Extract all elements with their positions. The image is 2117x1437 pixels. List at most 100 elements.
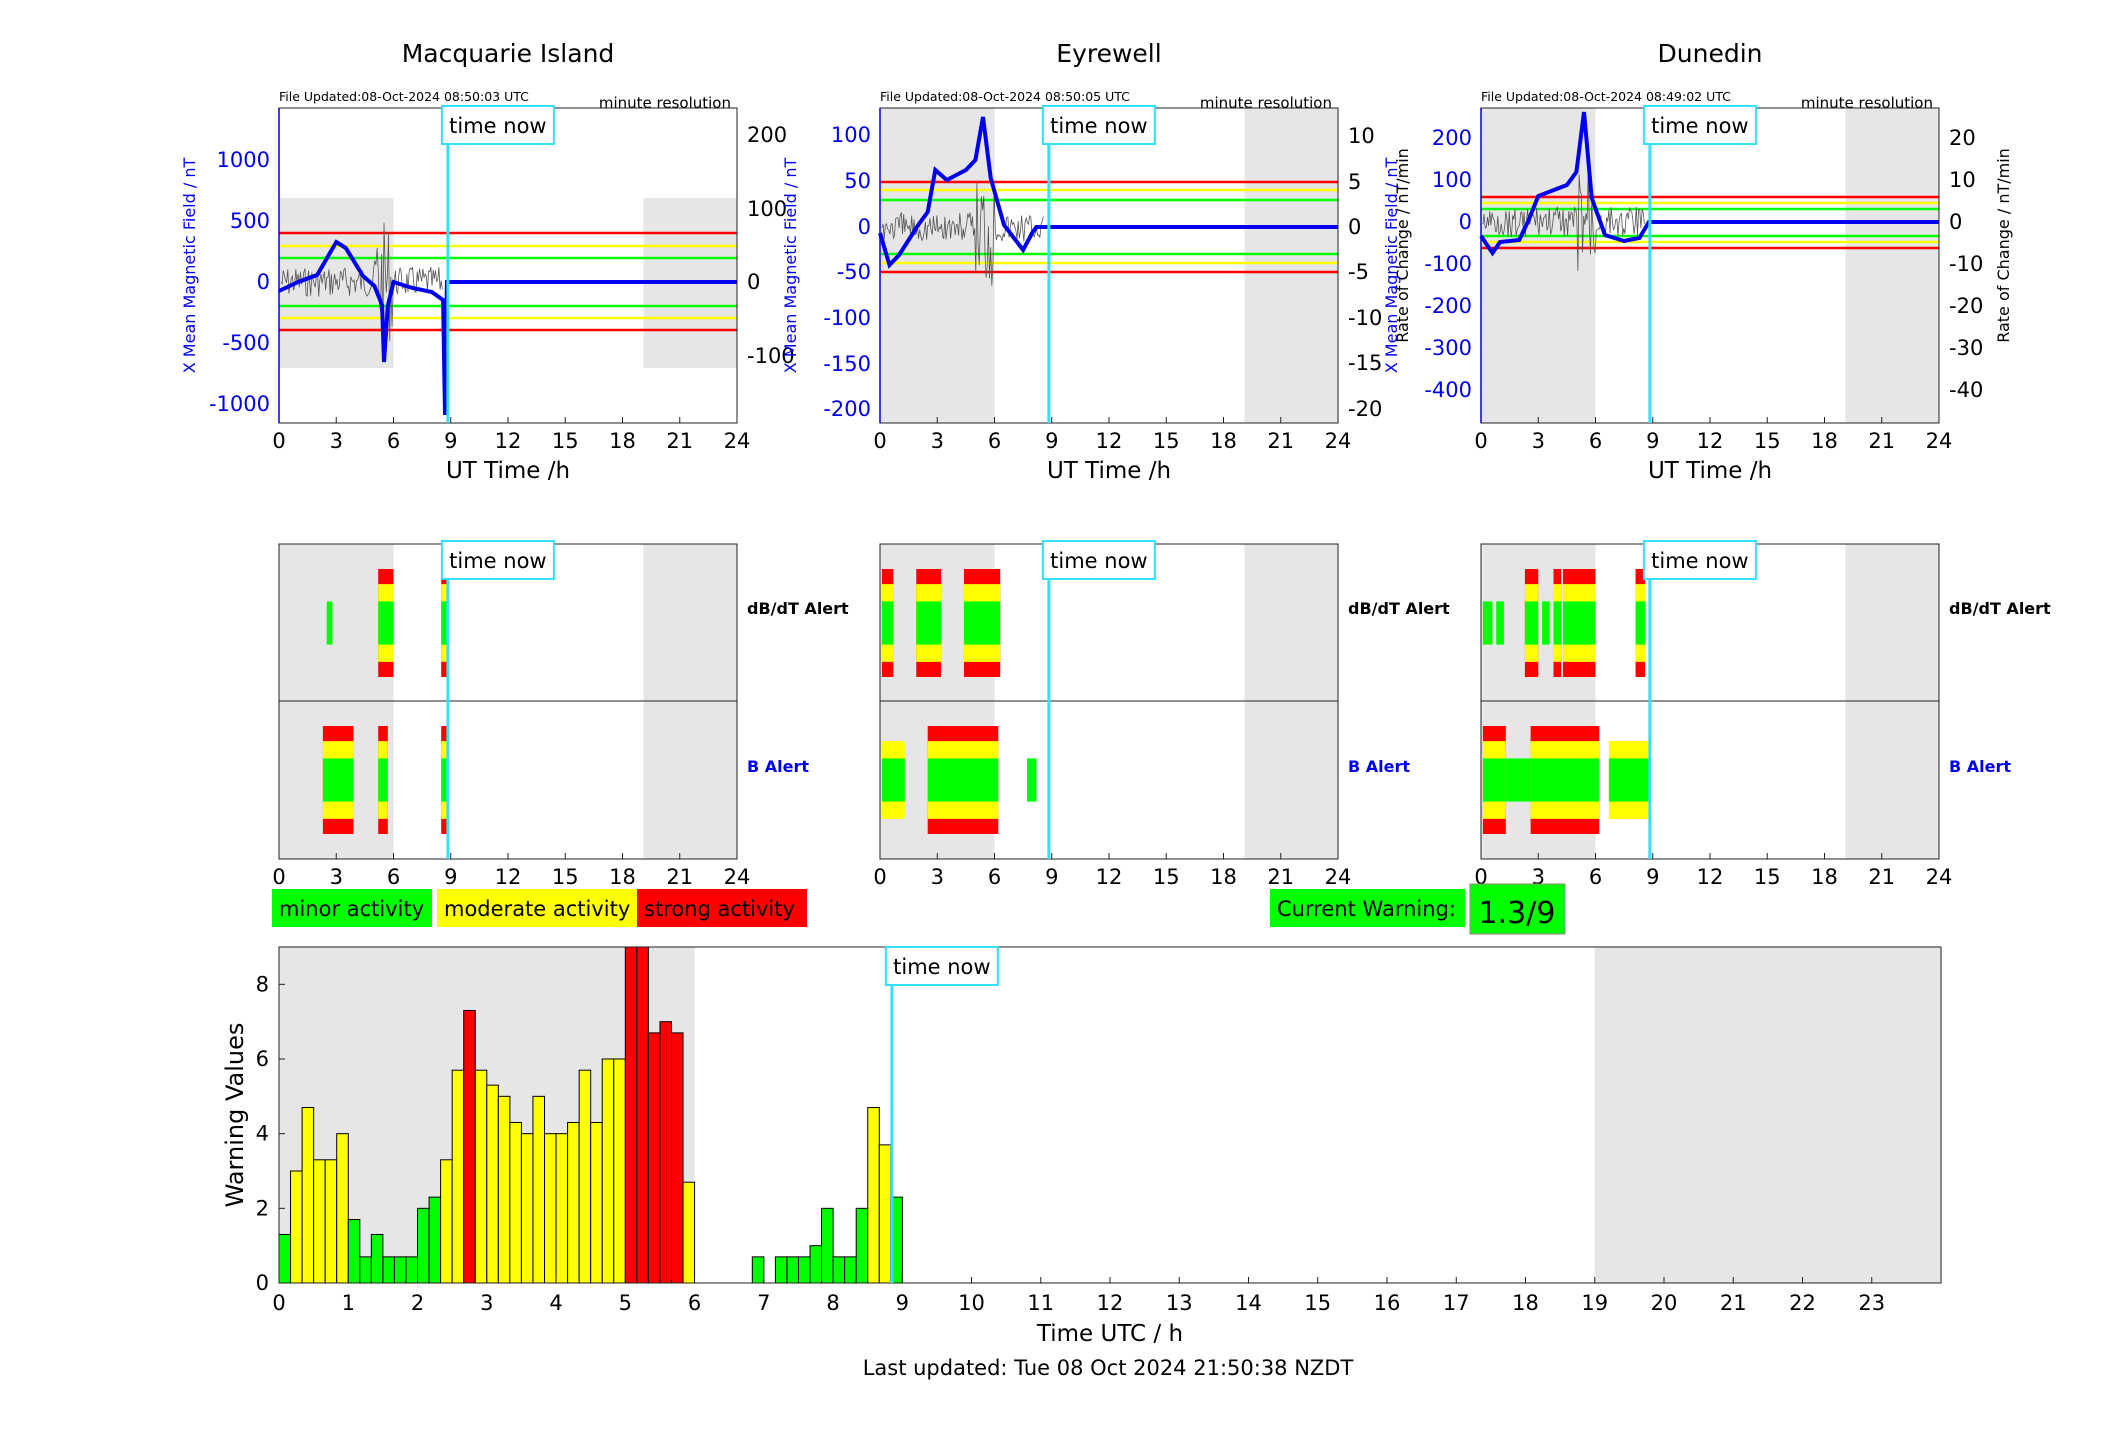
right-tick-label: 10 [1949, 168, 1976, 192]
time-now-label: time now [1651, 114, 1748, 138]
alert-minor [326, 601, 333, 645]
left-tick-label: 0 [257, 270, 270, 294]
activity-legend: minor activity moderate activity strong … [272, 889, 807, 927]
right-tick-label: -15 [1348, 351, 1382, 375]
y-tick-label: 0 [256, 1271, 269, 1295]
time-now-label: time now [1050, 549, 1147, 573]
x-tick-label: 24 [724, 429, 751, 453]
x-tick-label: 24 [1926, 865, 1953, 889]
x-tick-label: 18 [1811, 429, 1838, 453]
alert-minor [1482, 758, 1506, 802]
left-tick-label: -50 [837, 260, 871, 284]
warning-bar [786, 1256, 799, 1284]
alert-panel-1: time now dB/dT Alert B Alert 0 3 6 9 12 15 18 21 24 [272, 540, 849, 889]
time-now-box [1041, 105, 1156, 145]
night-shade [1845, 108, 1939, 423]
x-tick-label: 1 [342, 1291, 355, 1315]
night-shade [1244, 108, 1338, 423]
right-tick-label: 100 [747, 197, 787, 221]
time-now-label: time now [449, 114, 546, 138]
warning-bar [647, 1032, 661, 1284]
warning-bar [497, 1095, 511, 1284]
alert-panel-3: time now dB/dT Alert B Alert 0 3 6 9 12 15 18 21 24 [1474, 540, 2051, 889]
station-panel-3: Dunedin File Updated:08-Oct-2024 08:49:02… [1382, 39, 2013, 484]
alert-minor [881, 758, 905, 802]
resolution-label: minute resolution [599, 94, 731, 112]
x-tick-label: 18 [1210, 429, 1237, 453]
x-tick-label: 4 [549, 1291, 562, 1315]
alert-minor [1563, 601, 1596, 645]
x-tick-label: 19 [1581, 1291, 1608, 1315]
field-trace [278, 239, 737, 416]
x-tick-label: 0 [1474, 865, 1487, 889]
warning-bar [336, 1133, 349, 1284]
field-trace [878, 116, 1338, 269]
x-tick-label: 12 [1096, 429, 1123, 453]
station-title: Dunedin [1658, 39, 1763, 68]
x-tick-label: 0 [272, 865, 285, 889]
x-tick-label: 21 [1868, 429, 1895, 453]
alert-panel-2: time now dB/dT Alert B Alert 0 3 6 9 12 15 18 21 24 [873, 540, 1450, 889]
warning-bar [797, 1256, 811, 1284]
x-tick-label: 15 [552, 865, 579, 889]
right-tick-label: 0 [1949, 210, 1962, 234]
x-tick-label: 24 [1926, 429, 1953, 453]
warning-bar [290, 1170, 303, 1284]
x-tick-label: 0 [1474, 429, 1487, 453]
x-tick-label: 21 [1868, 865, 1895, 889]
x-tick-label: 18 [1210, 865, 1237, 889]
x-tick-label: 21 [1267, 865, 1294, 889]
left-tick-label: 0 [858, 215, 871, 239]
x-tick-label: 15 [1153, 429, 1180, 453]
time-now-box [440, 105, 555, 145]
left-tick-label: 100 [1432, 168, 1472, 192]
time-now-label: time now [449, 549, 546, 573]
right-tick-label: -20 [1949, 294, 1983, 318]
x-tick-label: 18 [609, 429, 636, 453]
warning-bar [301, 1107, 315, 1284]
warning-bar [278, 1233, 292, 1284]
left-tick-label: -400 [1424, 378, 1472, 402]
alert-minor [322, 758, 354, 802]
warning-bar [359, 1256, 372, 1284]
right-tick-label: 0 [1348, 215, 1361, 239]
alert-minor [441, 758, 449, 802]
legend-strong: strong activity [644, 897, 795, 921]
right-tick-label: -100 [747, 344, 795, 368]
y-axis-label: Warning Values [221, 1023, 249, 1208]
rate-of-change-trace [280, 222, 443, 341]
x-tick-label: 21 [1720, 1291, 1747, 1315]
right-tick-label: 200 [747, 123, 787, 147]
right-tick-label: 5 [1348, 170, 1361, 194]
x-tick-label: 3 [931, 429, 944, 453]
current-warning-label: Current Warning: [1277, 897, 1456, 921]
x-axis-label: UT Time /h [1648, 458, 1772, 484]
warning-values-chart: 0 1 2 3 4 5 6 7 8 9 10 11 12 13 14 15 16 17 18 19 20 21 22 2302… [221, 946, 1942, 1347]
warning-bar [567, 1121, 580, 1284]
x-tick-label: 12 [1697, 429, 1724, 453]
x-tick-label: 7 [757, 1291, 770, 1315]
legend-minor: minor activity [279, 897, 424, 921]
y-tick-label: 4 [256, 1122, 269, 1146]
y-tick-label: 6 [256, 1047, 269, 1071]
x-tick-label: 9 [444, 865, 457, 889]
legend-moderate-swatch [437, 889, 637, 927]
alert-minor [1505, 758, 1531, 802]
x-tick-label: 9 [1646, 429, 1659, 453]
x-tick-label: 0 [873, 429, 886, 453]
right-axis-label: Rate of Change / nT/min [1393, 148, 1412, 343]
warning-bar [347, 1219, 361, 1284]
x-tick-label: 9 [1045, 865, 1058, 889]
time-now-box [884, 946, 999, 986]
x-tick-label: 18 [1811, 865, 1838, 889]
x-tick-label: 3 [931, 865, 944, 889]
x-tick-label: 14 [1235, 1291, 1262, 1315]
x-tick-label: 6 [988, 865, 1001, 889]
x-tick-label: 15 [1754, 865, 1781, 889]
alert-minor [1542, 601, 1550, 645]
x-axis-label: UT Time /h [1047, 458, 1171, 484]
alert-minor [378, 758, 388, 802]
b-alert-label: B Alert [1348, 757, 1410, 776]
warning-bar [313, 1159, 326, 1284]
b-alert-label: B Alert [747, 757, 809, 776]
